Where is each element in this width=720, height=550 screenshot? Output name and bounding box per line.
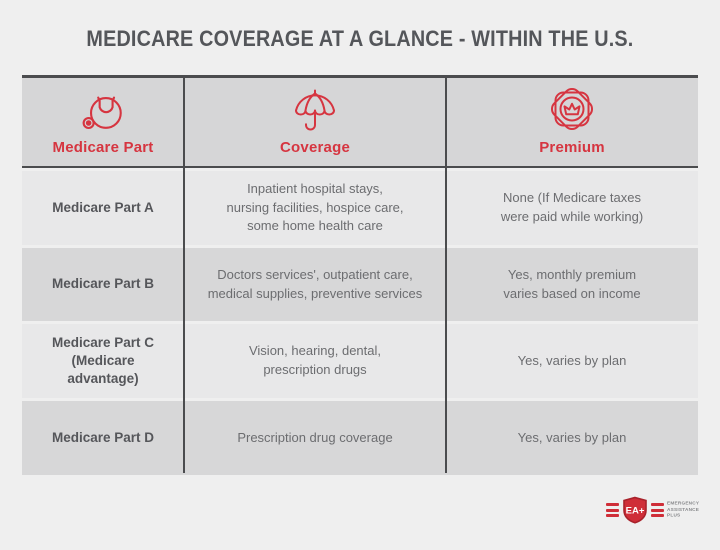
part-d-name: Medicare Part D [51,429,155,445]
award-seal-icon [546,83,598,135]
logo-left-bars-icon [606,503,619,517]
header-label-medicare-part: Medicare Part [52,139,154,156]
logo-caption: EMERGENCY ASSISTANCE PLUS [667,501,699,519]
page-title-text: MEDICARE COVERAGE AT A GLANCE - WITHIN T… [86,26,634,51]
table-row-part-c: Medicare Part C (Medicare advantage) Vis… [22,324,698,398]
logo-caption-line: PLUS [667,512,681,518]
header-cell-medicare-part: Medicare Part [22,78,184,166]
page-title: MEDICARE COVERAGE AT A GLANCE - WITHIN T… [0,26,720,52]
header-label-coverage: Coverage [280,139,350,156]
header-cell-premium: Premium [446,78,698,166]
stethoscope-icon [79,89,127,135]
logo-right-bars-icon [651,503,664,517]
part-a-premium: None (If Medicare taxes were paid while … [500,190,644,224]
logo-shield-text: EA+ [626,506,645,517]
part-c-coverage: Vision, hearing, dental, prescription dr… [248,343,382,377]
medicare-table: Medicare Part Coverage [22,75,698,475]
logo-caption-line: ASSISTANCE [667,507,700,512]
table-row-part-a: Medicare Part A Inpatient hospital stays… [22,171,698,245]
umbrella-icon [291,87,339,135]
column-divider-2 [445,75,447,473]
table-row-part-b: Medicare Part B Doctors services', outpa… [22,248,698,321]
column-divider-1 [183,75,185,473]
part-d-coverage: Prescription drug coverage [237,429,393,445]
part-d-premium: Yes, varies by plan [517,429,627,445]
header-label-premium: Premium [539,139,605,156]
header-cell-coverage: Coverage [184,78,446,166]
part-a-name: Medicare Part A [52,199,154,215]
ea-plus-logo: EA+ EMERGENCY ASSISTANCE PLUS [606,495,708,525]
part-b-premium: Yes, monthly premium varies based on inc… [503,266,641,301]
logo-caption-line: EMERGENCY [667,501,700,506]
table-row-part-d: Medicare Part D Prescription drug covera… [22,401,698,475]
part-b-name: Medicare Part B [51,276,155,292]
part-a-coverage: Inpatient hospital stays, nursing facili… [226,180,404,234]
part-c-name: Medicare Part C (Medicare advantage) [51,334,155,387]
part-c-premium: Yes, varies by plan [517,352,627,368]
part-b-coverage: Doctors services', outpatient care, medi… [207,266,423,301]
shield-icon: EA+ [622,496,648,524]
table-header-row: Medicare Part Coverage [22,75,698,168]
